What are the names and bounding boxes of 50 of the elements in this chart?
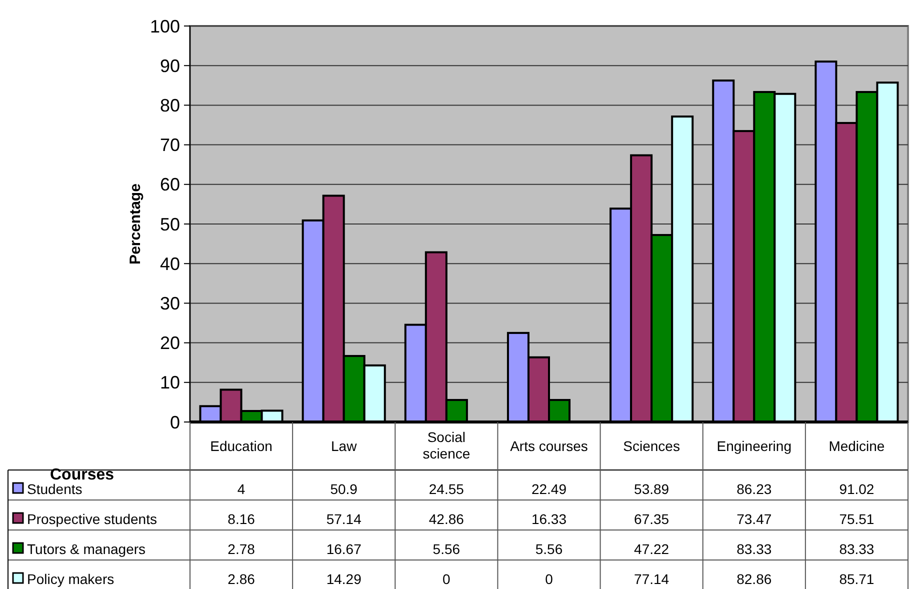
data-label: 77.14 [634, 570, 670, 587]
x-tick-label: Medicine [828, 438, 885, 454]
y-tick-label: 100 [150, 16, 180, 36]
data-label: 91.02 [839, 480, 874, 497]
data-label: 85.71 [839, 570, 874, 587]
data-label: 2.78 [228, 540, 256, 557]
data-label: 86.23 [736, 480, 772, 497]
y-tick-label: 40 [160, 254, 180, 274]
data-label: 4 [237, 480, 246, 497]
data-label: 5.56 [432, 540, 460, 557]
data-label: 53.89 [634, 480, 670, 497]
data-label: 57.14 [326, 510, 362, 527]
data-label: 16.67 [326, 540, 362, 557]
data-label: 24.55 [428, 480, 464, 497]
y-tick-label: 80 [160, 96, 180, 116]
x-tick-label: Sciences [623, 438, 680, 454]
data-label: 47.22 [634, 540, 670, 557]
data-label: 83.33 [839, 540, 874, 557]
y-tick-label: 0 [170, 412, 180, 432]
y-tick-label: 30 [160, 294, 180, 314]
y-tick-label: 50 [160, 214, 180, 234]
data-label: 2.86 [228, 570, 256, 587]
legend-label: Tutors & managers [27, 540, 146, 557]
data-label: 14.29 [326, 570, 362, 587]
y-tick-label: 70 [160, 135, 180, 156]
data-label: 0 [442, 570, 451, 587]
legend-label: Policy makers [27, 570, 114, 587]
y-tick-label: 10 [160, 372, 180, 393]
data-label: 5.56 [535, 540, 563, 557]
data-label: 83.33 [736, 540, 772, 557]
data-label: 82.86 [736, 570, 772, 587]
data-label: 8.16 [228, 510, 256, 527]
y-tick-label: 60 [160, 174, 180, 195]
legend-label: Prospective students [27, 510, 157, 527]
data-label: 75.51 [839, 510, 874, 527]
data-label: 16.33 [531, 510, 567, 527]
x-tick-label: Engineering [716, 438, 792, 454]
y-tick-label: 20 [160, 333, 180, 354]
data-label: 42.86 [428, 510, 464, 527]
x-tick-label: Education [210, 438, 272, 454]
data-label: 22.49 [531, 480, 567, 497]
x-tick-label: Social science [422, 428, 470, 462]
data-label: 67.35 [634, 510, 670, 527]
data-label: 50.9 [330, 480, 358, 497]
x-tick-label: Arts courses [510, 438, 588, 454]
data-label: 0 [545, 570, 554, 587]
data-label: 73.47 [736, 510, 772, 527]
y-tick-label: 90 [160, 56, 180, 76]
y-axis-title: Percentage [127, 184, 144, 264]
x-tick-label: Law [331, 438, 358, 454]
